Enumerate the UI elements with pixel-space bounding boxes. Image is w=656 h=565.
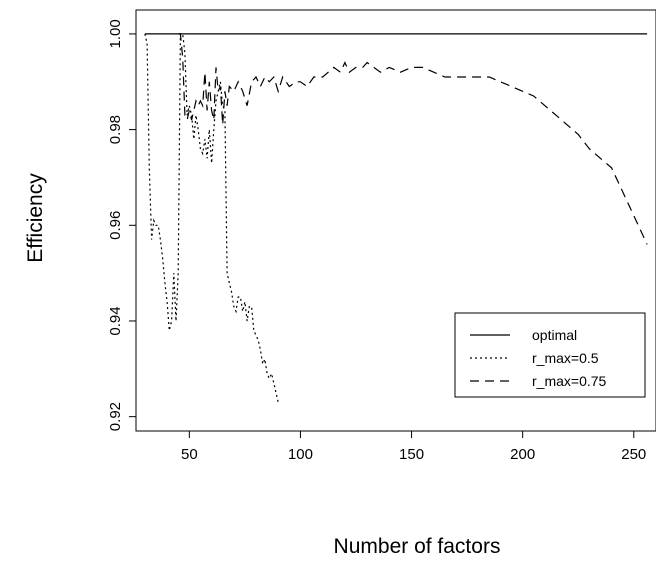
x-axis: 50 100 150 200 250 [181, 430, 646, 463]
legend-label: r_max=0.5 [532, 350, 599, 366]
series-line-2 [178, 33, 648, 245]
x-tick-label: 250 [621, 446, 646, 463]
legend-label: r_max=0.75 [532, 373, 607, 389]
y-tick-label: 0.96 [107, 211, 124, 240]
y-axis-title: Efficiency [24, 173, 47, 263]
x-tick-label: 150 [399, 446, 424, 463]
x-tick-label: 200 [510, 446, 535, 463]
legend: optimal r_max=0.5 r_max=0.75 [454, 312, 646, 398]
y-tick-label: 0.94 [107, 306, 124, 335]
legend-box [454, 312, 646, 398]
y-tick-label: 0.98 [107, 115, 124, 144]
y-tick-label: 0.92 [107, 402, 124, 431]
y-axis: 0.92 0.94 0.96 0.98 1.00 [107, 19, 137, 431]
x-tick-label: 50 [181, 446, 198, 463]
legend-label: optimal [532, 327, 577, 343]
x-tick-label: 100 [288, 446, 313, 463]
x-axis-title: Number of factors [334, 535, 501, 558]
plot-lines [144, 33, 648, 403]
y-tick-label: 1.00 [107, 19, 124, 48]
